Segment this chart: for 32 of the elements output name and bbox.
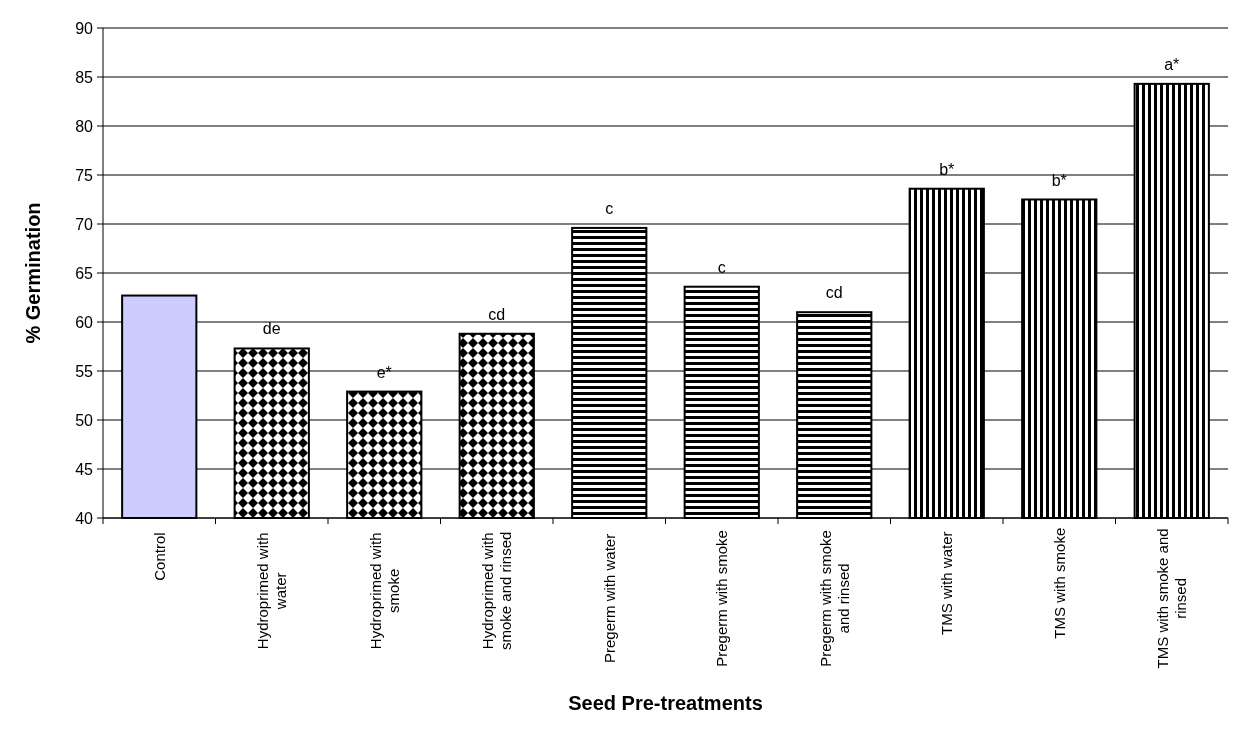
y-tick-label: 70 (75, 215, 94, 233)
annotation: cd (488, 305, 506, 323)
y-tick-label: 90 (75, 19, 94, 37)
x-tick-label: TMS with smoke (1050, 527, 1068, 639)
y-tick-label: 55 (75, 362, 94, 380)
annotation: b* (939, 160, 955, 178)
x-tick-label: TMS with water (938, 531, 955, 635)
y-tick-label: 40 (75, 509, 94, 527)
x-tick-label: Hydroprimed with smoke (366, 532, 402, 650)
x-axis-title: Seed Pre-treatments (568, 692, 763, 714)
x-tick-label: Pregerm with smoke and rinsed (816, 530, 852, 667)
annotation: c (605, 199, 614, 217)
y-tick-label: 50 (75, 411, 94, 429)
annotation: e* (376, 363, 392, 381)
x-tick-label: Hydroprimed with water (254, 532, 289, 650)
x-tick-label: Control (150, 532, 168, 581)
x-tick-label: Hydroprimed with smoke and rinsed (479, 531, 514, 650)
y-tick-label: 60 (75, 313, 94, 331)
y-tick-label: 45 (75, 460, 94, 478)
x-tick-label: Pregerm with smoke (713, 530, 730, 667)
annotation: c (717, 258, 726, 276)
y-tick-label: 80 (75, 117, 94, 135)
annotation: de (262, 320, 281, 338)
annotation: a* (1164, 55, 1180, 73)
y-tick-label: 85 (75, 68, 94, 86)
y-axis-title: % Germination (22, 202, 44, 344)
x-tick-label: TMS with smoke and rinsed (1154, 528, 1189, 669)
x-tick-label: Pregerm with water (600, 533, 618, 664)
annotation: b* (1051, 171, 1067, 189)
y-tick-label: 65 (75, 264, 94, 282)
y-tick-label: 75 (75, 166, 94, 184)
annotation: cd (825, 284, 843, 302)
